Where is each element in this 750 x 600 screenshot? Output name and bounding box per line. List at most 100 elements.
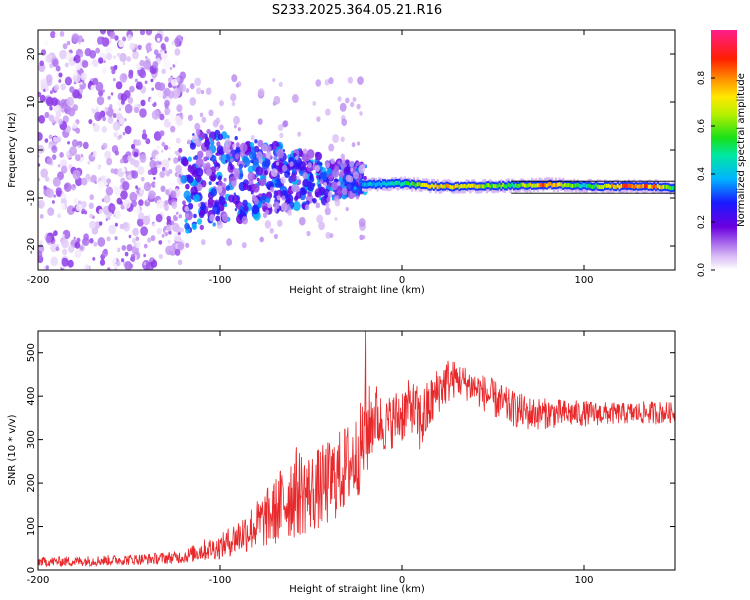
- spectral-blob: [151, 110, 160, 120]
- trace-core: [618, 185, 621, 190]
- x-tick-label: -100: [209, 275, 232, 286]
- spectral-blob: [93, 123, 100, 133]
- spectral-blob: [205, 136, 210, 143]
- spectral-blob: [119, 52, 127, 63]
- spectral-blob: [113, 132, 118, 138]
- spectral-blob: [272, 78, 276, 83]
- spectral-blob: [175, 225, 181, 233]
- spectral-blob: [302, 172, 309, 180]
- spectral-blob: [247, 171, 255, 182]
- spectral-blob: [181, 157, 189, 166]
- trace-core: [400, 182, 403, 187]
- trace-core: [394, 180, 397, 185]
- spectral-blob: [107, 216, 111, 220]
- trace-core: [509, 183, 512, 188]
- spectral-blob: [104, 106, 109, 112]
- trace-core: [584, 183, 587, 188]
- spectral-blob: [223, 144, 231, 154]
- spectral-blob: [292, 168, 297, 174]
- spectral-blob: [338, 193, 342, 198]
- spectral-blob: [162, 58, 171, 69]
- spectral-blob: [352, 97, 357, 102]
- spectral-blob: [312, 198, 317, 204]
- trace-core: [365, 182, 368, 187]
- trace-core: [511, 182, 514, 187]
- spectral-blob: [270, 168, 278, 177]
- trace-core: [471, 183, 474, 188]
- spectral-blob: [128, 174, 132, 179]
- spectral-blob: [242, 199, 248, 207]
- spectral-blob: [44, 176, 50, 182]
- spectral-blob: [114, 210, 121, 220]
- spectral-blob: [118, 40, 125, 48]
- trace-core: [527, 183, 530, 188]
- spectral-blob: [189, 97, 197, 106]
- spectral-blob: [180, 175, 188, 184]
- spectral-blob: [73, 57, 77, 62]
- spectral-blob: [299, 187, 306, 196]
- spectral-blob: [168, 146, 171, 150]
- spectral-blob: [48, 114, 55, 122]
- spectral-blob: [231, 101, 236, 107]
- spectral-blob: [182, 200, 186, 205]
- spectral-blob: [59, 152, 64, 158]
- spectral-blob: [341, 157, 346, 164]
- spectral-blob: [77, 144, 81, 149]
- spectral-blob: [38, 115, 46, 124]
- spectral-blob: [69, 146, 77, 157]
- spectral-blob: [163, 144, 169, 151]
- spectral-blob: [46, 148, 52, 156]
- spectral-blob: [122, 62, 126, 66]
- spectral-blob: [88, 119, 93, 125]
- spectral-blob: [80, 81, 83, 85]
- spectral-blob: [144, 80, 148, 84]
- trace-core: [383, 181, 386, 186]
- trace-core: [596, 184, 599, 189]
- trace-core: [554, 183, 558, 188]
- spectral-blob: [139, 108, 147, 118]
- spectral-blob: [38, 163, 41, 167]
- trace-core: [418, 181, 421, 186]
- spectral-blob: [296, 175, 300, 180]
- spectral-blob: [297, 131, 302, 137]
- spectral-blob: [97, 237, 106, 247]
- spectral-blob: [257, 88, 265, 97]
- spectral-blob: [92, 103, 98, 110]
- spectral-blob: [165, 189, 170, 195]
- spectral-blob: [337, 160, 341, 165]
- spectral-blob: [67, 259, 74, 268]
- spectral-blob: [330, 158, 335, 165]
- spectral-blob: [139, 189, 143, 194]
- trace-core: [616, 183, 619, 188]
- spectral-blob: [195, 87, 202, 95]
- spectral-blob: [116, 197, 123, 205]
- y-tick-label: 10: [26, 96, 37, 109]
- x-tick-label: -200: [27, 275, 50, 286]
- spectral-blob: [210, 155, 217, 162]
- spectral-blob: [217, 133, 223, 141]
- spectral-blob: [98, 89, 104, 97]
- trace-core: [518, 183, 521, 188]
- spectral-blob: [284, 171, 290, 178]
- spectral-blob: [176, 118, 183, 126]
- spectral-blob: [209, 137, 213, 142]
- spectral-blob: [234, 153, 240, 160]
- spectral-blob: [180, 227, 184, 233]
- trace-core: [551, 183, 554, 188]
- spectral-blob: [135, 236, 140, 241]
- spectral-blob: [170, 190, 177, 199]
- trace-core: [440, 183, 443, 188]
- spectral-blob: [45, 74, 53, 83]
- trace-core: [556, 182, 559, 187]
- spectral-blob: [353, 186, 357, 191]
- spectral-blob: [186, 175, 194, 184]
- spectral-blob: [73, 198, 78, 204]
- spectral-blob: [95, 47, 100, 54]
- trace-core: [427, 184, 430, 189]
- trace-core: [463, 183, 467, 188]
- spectral-blob: [197, 202, 202, 208]
- spectral-blob: [76, 237, 81, 243]
- trace-core: [571, 184, 574, 188]
- trace-core: [460, 184, 463, 189]
- trace-core: [371, 182, 374, 187]
